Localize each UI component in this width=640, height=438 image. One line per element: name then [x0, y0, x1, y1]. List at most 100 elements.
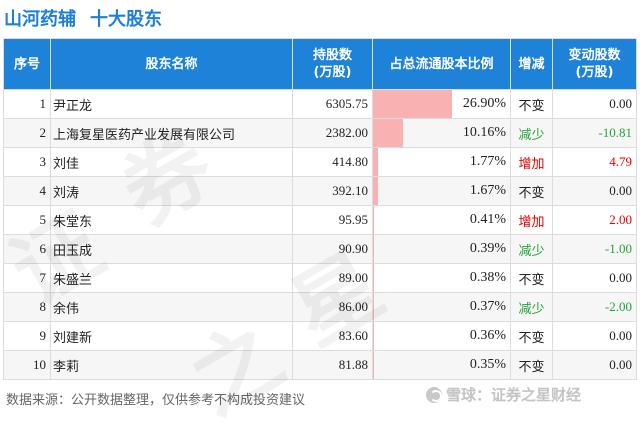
change-status: 减少 [510, 292, 553, 322]
change-shares: 0.00 [552, 263, 637, 293]
ratio-cell: 0.35% [372, 350, 511, 380]
shares-held: 95.95 [292, 205, 373, 235]
ratio-cell: 10.16% [372, 118, 511, 148]
change-shares: -10.81 [552, 118, 637, 148]
change-status: 增加 [510, 205, 553, 235]
shares-held: 81.88 [292, 350, 373, 380]
row-number: 7 [3, 263, 51, 293]
change-shares: 0.00 [552, 350, 637, 380]
ratio-bar [373, 90, 453, 118]
table-row: 7 朱盛兰 89.00 0.38% 不变 0.00 [3, 263, 637, 293]
table-row: 3 刘佳 414.80 1.77% 增加 4.79 [3, 147, 637, 177]
ratio-cell: 0.41% [372, 205, 511, 235]
change-status: 不变 [510, 176, 553, 206]
table-row: 4 刘涛 392.10 1.67% 不变 0.00 [3, 176, 637, 206]
col-header-change: 增减 [510, 38, 553, 90]
ratio-bar [373, 177, 378, 205]
ratio-value: 26.90% [462, 96, 506, 111]
table-row: 6 田玉成 90.90 0.39% 减少 -1.00 [3, 234, 637, 264]
shares-held: 392.10 [292, 176, 373, 206]
holder-name: 余伟 [50, 292, 293, 322]
holder-name: 朱盛兰 [50, 263, 293, 293]
table-row: 1 尹正龙 6305.75 26.90% 不变 0.00 [3, 89, 637, 119]
ratio-value: 0.37% [469, 299, 506, 314]
row-number: 4 [3, 176, 51, 206]
shares-held: 89.00 [292, 263, 373, 293]
change-status: 不变 [510, 321, 553, 351]
holder-name: 刘建新 [50, 321, 293, 351]
shares-held: 2382.00 [292, 118, 373, 148]
ratio-bar [373, 206, 375, 234]
table-row: 10 李莉 81.88 0.35% 不变 0.00 [3, 350, 637, 380]
change-shares: 0.00 [552, 89, 637, 119]
row-number: 1 [3, 89, 51, 119]
shareholders-table: 序号 股东名称 持股数 (万股) 占总流通股本比例 增减 变动股数 (万股) 1 尹正… [3, 38, 637, 380]
table-row: 5 朱堂东 95.95 0.41% 增加 2.00 [3, 205, 637, 235]
col-header-ratio: 占总流通股本比例 [372, 38, 511, 90]
ratio-cell: 26.90% [372, 89, 511, 119]
row-number: 9 [3, 321, 51, 351]
shares-held: 414.80 [292, 147, 373, 177]
row-number: 5 [3, 205, 51, 235]
ratio-value: 0.39% [469, 241, 506, 256]
ratio-bar [373, 148, 379, 176]
table-row: 2 上海复星医药产业发展有限公司 2382.00 10.16% 减少 -10.81 [3, 118, 637, 148]
ratio-value: 1.67% [469, 183, 506, 198]
ratio-value: 0.38% [469, 270, 506, 285]
change-status: 不变 [510, 350, 553, 380]
ratio-value: 0.35% [469, 357, 506, 372]
header-row: 序号 股东名称 持股数 (万股) 占总流通股本比例 增减 变动股数 (万股) [3, 38, 637, 90]
row-number: 2 [3, 118, 51, 148]
change-shares: 4.79 [552, 147, 637, 177]
change-status: 不变 [510, 89, 553, 119]
col-header-no: 序号 [3, 38, 51, 90]
col-header-shares: 持股数 (万股) [292, 38, 373, 90]
holder-name: 李莉 [50, 350, 293, 380]
holder-name: 朱堂东 [50, 205, 293, 235]
row-number: 10 [3, 350, 51, 380]
ratio-bar [373, 264, 375, 292]
change-status: 减少 [510, 118, 553, 148]
change-shares: -2.00 [552, 292, 637, 322]
table-row: 9 刘建新 83.60 0.36% 不变 0.00 [3, 321, 637, 351]
ratio-bar [373, 322, 375, 350]
change-shares: 2.00 [552, 205, 637, 235]
holder-name: 田玉成 [50, 234, 293, 264]
change-shares: 0.00 [552, 176, 637, 206]
ratio-cell: 0.37% [372, 292, 511, 322]
col-header-delta: 变动股数 (万股) [552, 38, 637, 90]
brand-label: 雪球：证券之星财经 [446, 386, 582, 404]
ratio-value: 10.16% [462, 125, 506, 140]
holder-name: 刘佳 [50, 147, 293, 177]
ratio-value: 1.77% [469, 154, 506, 169]
ratio-value: 0.36% [469, 328, 506, 343]
change-status: 不变 [510, 263, 553, 293]
row-number: 6 [3, 234, 51, 264]
ratio-cell: 1.77% [372, 147, 511, 177]
ratio-bar [373, 351, 375, 379]
data-source-note: 数据来源：公开数据整理，仅供参考不构成投资建议 [6, 393, 306, 408]
row-number: 8 [3, 292, 51, 322]
table-subtitle: 十大股东 [90, 9, 162, 30]
ratio-cell: 0.36% [372, 321, 511, 351]
ratio-cell: 1.67% [372, 176, 511, 206]
table-row: 8 余伟 86.00 0.37% 减少 -2.00 [3, 292, 637, 322]
change-status: 减少 [510, 234, 553, 264]
company-name: 山河药辅 [4, 9, 76, 30]
shares-held: 86.00 [292, 292, 373, 322]
shares-held: 83.60 [292, 321, 373, 351]
holder-name: 上海复星医药产业发展有限公司 [50, 118, 293, 148]
ratio-cell: 0.38% [372, 263, 511, 293]
holder-name: 刘涛 [50, 176, 293, 206]
holder-name: 尹正龙 [50, 89, 293, 119]
ratio-bar [373, 235, 375, 263]
ratio-bar [373, 119, 403, 147]
shares-held: 90.90 [292, 234, 373, 264]
ratio-value: 0.41% [469, 212, 506, 227]
row-number: 3 [3, 147, 51, 177]
change-status: 增加 [510, 147, 553, 177]
change-shares: 0.00 [552, 321, 637, 351]
shares-held: 6305.75 [292, 89, 373, 119]
snowball-icon [426, 386, 442, 403]
change-shares: -1.00 [552, 234, 637, 264]
